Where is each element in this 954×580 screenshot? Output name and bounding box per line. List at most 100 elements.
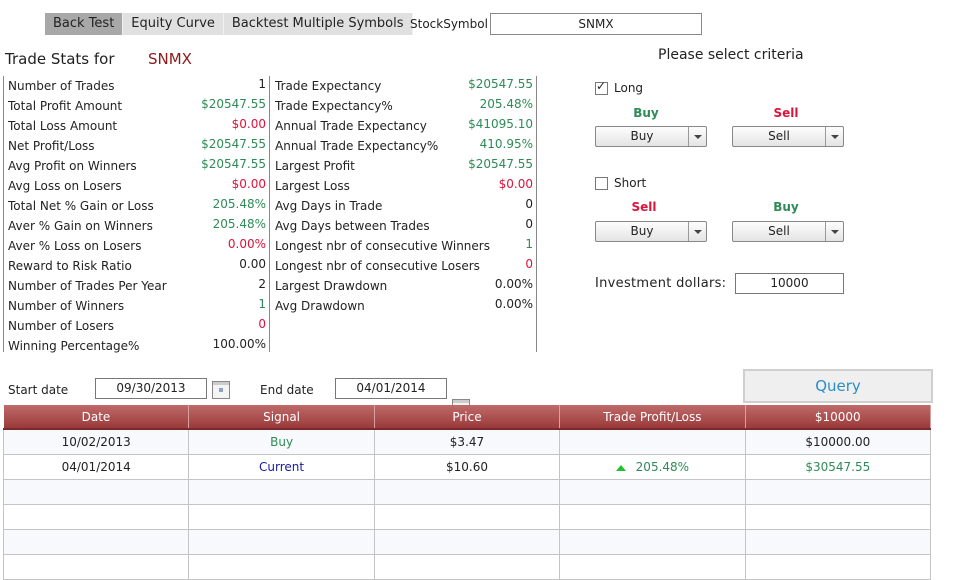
chevron-down-icon[interactable] bbox=[825, 222, 843, 241]
cell-empty bbox=[559, 504, 746, 530]
stats-column-left: Number of Trades 1 Total Profit Amount $20… bbox=[3, 76, 270, 353]
cell-empty bbox=[2, 479, 190, 505]
cell-trade-pl: 205.48% bbox=[559, 454, 746, 480]
column-header-price[interactable]: Price bbox=[374, 405, 561, 430]
stat-label: Trade Expectancy% bbox=[275, 99, 393, 113]
stat-label: Number of Trades Per Year bbox=[8, 279, 167, 293]
long-entry-dropdown[interactable]: Buy bbox=[595, 126, 707, 147]
query-button[interactable]: Query bbox=[743, 369, 933, 403]
stat-row: Aver % Gain on Winners 205.48% bbox=[4, 216, 269, 236]
cell-empty bbox=[373, 554, 561, 580]
dropdown-value: Sell bbox=[768, 129, 790, 143]
cell-empty bbox=[744, 479, 932, 505]
stat-row: Total Loss Amount $0.00 bbox=[4, 116, 269, 136]
stat-label: Avg Loss on Losers bbox=[8, 179, 122, 193]
stock-symbol-input[interactable]: SNMX bbox=[490, 13, 702, 35]
short-checkbox-row[interactable]: Short bbox=[595, 176, 646, 190]
tab-back-test[interactable]: Back Test bbox=[45, 13, 124, 35]
stat-row: Number of Trades Per Year 2 bbox=[4, 276, 269, 296]
stat-label: Longest nbr of consecutive Winners bbox=[275, 239, 490, 253]
start-date-input[interactable]: 09/30/2013 bbox=[95, 378, 207, 399]
stats-symbol: SNMX bbox=[148, 50, 192, 68]
stat-value: $20547.55 bbox=[468, 77, 533, 91]
tab-bar: Back Test Equity Curve Backtest Multiple… bbox=[45, 13, 413, 35]
cell-equity: $10000.00 bbox=[744, 428, 932, 455]
stat-label: Total Net % Gain or Loss bbox=[8, 199, 154, 213]
cell-price: $10.60 bbox=[373, 454, 561, 480]
tab-equity-curve[interactable]: Equity Curve bbox=[123, 13, 224, 35]
cell-empty bbox=[373, 479, 561, 505]
stat-label: Annual Trade Expectancy% bbox=[275, 139, 439, 153]
stat-value: 1 bbox=[525, 237, 533, 251]
stat-row: Longest nbr of consecutive Losers 0 bbox=[271, 256, 536, 276]
chevron-down-icon[interactable] bbox=[688, 127, 706, 146]
cell-empty bbox=[2, 554, 190, 580]
stat-row: Trade Expectancy% 205.48% bbox=[271, 96, 536, 116]
long-label: Long bbox=[614, 81, 644, 95]
table-row[interactable]: 04/01/2014 Current $10.60 205.48% $30547… bbox=[2, 454, 932, 480]
table-row[interactable]: 10/02/2013 Buy $3.47 $10000.00 bbox=[2, 428, 932, 455]
short-exit-header: Buy bbox=[773, 200, 799, 214]
cell-empty bbox=[373, 504, 561, 530]
stat-value: 0.00% bbox=[494, 297, 533, 311]
stat-row: Avg Loss on Losers $0.00 bbox=[4, 176, 269, 196]
chevron-down-icon[interactable] bbox=[825, 127, 843, 146]
long-entry-header: Buy bbox=[633, 106, 659, 120]
stat-value: $0.00 bbox=[498, 177, 533, 191]
long-checkbox-row[interactable]: Long bbox=[595, 79, 644, 95]
stat-label: Annual Trade Expectancy bbox=[275, 119, 427, 133]
cell-signal: Current bbox=[188, 454, 375, 480]
column-header-date[interactable]: Date bbox=[3, 405, 190, 430]
stat-value: $0.00 bbox=[231, 117, 266, 131]
tab-backtest-multiple-symbols[interactable]: Backtest Multiple Symbols bbox=[223, 13, 413, 35]
column-header-equity[interactable]: $10000 bbox=[745, 405, 932, 430]
stat-label: Avg Days in Trade bbox=[275, 199, 383, 213]
short-checkbox[interactable] bbox=[595, 176, 608, 190]
stat-label: Aver % Loss on Losers bbox=[8, 239, 142, 253]
short-entry-dropdown[interactable]: Buy bbox=[595, 221, 707, 242]
stat-label: Longest nbr of consecutive Losers bbox=[275, 259, 480, 273]
table-header-row: Date Signal Price Trade Profit/Loss $100… bbox=[3, 405, 932, 430]
stat-value: 0.00% bbox=[494, 277, 533, 291]
stat-row: Avg Days in Trade 0 bbox=[271, 196, 536, 216]
cell-price: $3.47 bbox=[373, 428, 561, 455]
table-row-empty bbox=[2, 479, 932, 505]
cell-empty bbox=[744, 504, 932, 530]
stat-value: 205.48% bbox=[212, 217, 266, 231]
cell-empty bbox=[559, 529, 746, 555]
stat-row: Number of Trades 1 bbox=[4, 76, 269, 96]
stat-value: $20547.55 bbox=[201, 157, 266, 171]
stat-value: 0.00 bbox=[239, 257, 266, 271]
investment-input[interactable]: 10000 bbox=[735, 273, 844, 294]
stat-value: $0.00 bbox=[231, 177, 266, 191]
start-date-label: Start date bbox=[8, 383, 69, 397]
cell-empty bbox=[2, 504, 190, 530]
long-exit-dropdown[interactable]: Sell bbox=[732, 126, 844, 147]
stat-value: 205.48% bbox=[212, 197, 266, 211]
stat-row: Total Net % Gain or Loss 205.48% bbox=[4, 196, 269, 216]
cell-empty bbox=[188, 479, 375, 505]
stat-value: 0 bbox=[525, 197, 533, 211]
chevron-down-icon[interactable] bbox=[688, 222, 706, 241]
cell-empty bbox=[188, 554, 375, 580]
stat-value: $41095.10 bbox=[468, 117, 533, 131]
cell-date: 04/01/2014 bbox=[2, 454, 190, 480]
cell-trade-pl bbox=[559, 428, 746, 455]
column-header-signal[interactable]: Signal bbox=[188, 405, 375, 430]
stat-row: Annual Trade Expectancy% 410.95% bbox=[271, 136, 536, 156]
stat-value: $20547.55 bbox=[201, 97, 266, 111]
cell-signal: Buy bbox=[188, 428, 375, 455]
stat-value: 1 bbox=[258, 297, 266, 311]
stat-row: Number of Winners 1 bbox=[4, 296, 269, 316]
calendar-icon[interactable] bbox=[212, 381, 230, 399]
stat-label: Number of Winners bbox=[8, 299, 125, 313]
stat-label: Number of Trades bbox=[8, 79, 115, 93]
short-exit-dropdown[interactable]: Sell bbox=[732, 221, 844, 242]
stat-value: $20547.55 bbox=[201, 137, 266, 151]
long-checkbox[interactable] bbox=[595, 79, 608, 95]
stat-label: Largest Drawdown bbox=[275, 279, 388, 293]
stat-row: Longest nbr of consecutive Winners 1 bbox=[271, 236, 536, 256]
column-header-trade-pl[interactable]: Trade Profit/Loss bbox=[559, 405, 746, 430]
end-date-input[interactable]: 04/01/2014 bbox=[335, 378, 447, 399]
stat-row: Winning Percentage% 100.00% bbox=[4, 336, 269, 356]
